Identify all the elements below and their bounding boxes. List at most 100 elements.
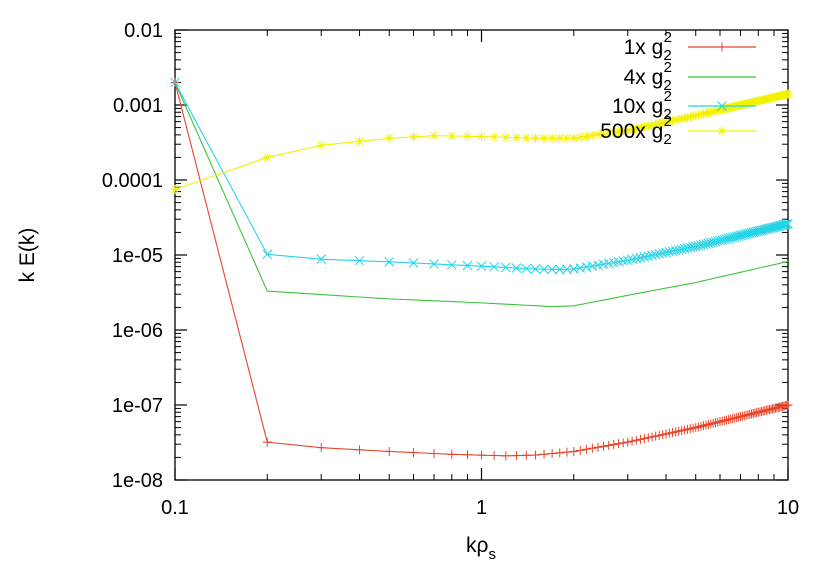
series-point-3	[547, 264, 557, 275]
axis-ticks: 0.01 0.001 0.0001 1e-05 1e-06 1e-07 1e-08 0.1 1 1…	[102, 20, 799, 519]
series-line-3	[174, 82, 789, 271]
series-point-4	[522, 134, 531, 142]
legend-label-sub: 2	[663, 131, 671, 148]
series-point-3	[679, 243, 690, 254]
legend-label-sup: 2	[664, 29, 672, 46]
y-tick-label: 1e-06	[112, 320, 163, 342]
series-point-3	[446, 259, 457, 270]
series-point-3	[650, 249, 661, 260]
legend-label-main: 10x g	[612, 95, 663, 118]
legend-label-sup: 2	[664, 113, 672, 130]
series-point-3	[676, 244, 687, 255]
legend-marker-4	[718, 127, 726, 135]
series-point-3	[721, 234, 732, 244]
legend-label-sub: 2	[663, 77, 671, 94]
series-point-3	[530, 264, 541, 274]
series-point-3	[664, 246, 675, 257]
y-tick-label: 1e-08	[112, 470, 163, 492]
series-point-3	[384, 257, 395, 267]
series-point-4	[463, 132, 472, 140]
series-point-3	[462, 260, 473, 271]
series-4	[170, 89, 793, 194]
legend-label-1: 1x g22	[624, 29, 672, 64]
legend-marker-3	[717, 101, 727, 111]
series-point-4	[677, 114, 686, 123]
series-point-4	[409, 133, 418, 141]
series-point-3	[776, 220, 787, 231]
series-point-3	[774, 221, 785, 231]
series-point-3	[773, 221, 784, 232]
series-point-3	[777, 220, 788, 231]
series-point-4	[599, 130, 608, 138]
series-point-3	[622, 255, 633, 266]
series-point-4	[512, 133, 521, 142]
series-point-3	[781, 219, 792, 230]
series-point-4	[171, 185, 179, 194]
series-point-3	[511, 263, 522, 273]
series-point-3	[780, 219, 791, 230]
legend-label-sub: 2	[663, 106, 671, 123]
series-1	[170, 77, 793, 461]
series-point-4	[671, 116, 680, 124]
series-point-3	[635, 252, 646, 263]
series-point-4	[263, 153, 271, 162]
y-tick-label: 0.001	[113, 95, 163, 117]
legend-label-2: 4x g22	[624, 59, 672, 94]
series-point-3	[539, 264, 549, 275]
series-point-4	[784, 90, 792, 98]
series-point-4	[556, 134, 564, 143]
series-point-3	[581, 262, 592, 272]
series-point-3	[631, 253, 642, 264]
series-point-3	[670, 245, 681, 256]
legend-label-4: 500x g22	[600, 113, 672, 148]
series-point-3	[779, 220, 789, 230]
series-point-3	[673, 245, 684, 255]
series-point-4	[385, 134, 393, 143]
series-point-3	[476, 261, 487, 272]
series-point-4	[604, 129, 613, 137]
y-axis-label: k E(k)	[16, 228, 39, 283]
series-line-4	[174, 93, 789, 190]
series-2	[174, 82, 789, 308]
series-point-3	[562, 264, 572, 275]
series-point-3	[731, 231, 742, 242]
series-point-4	[563, 134, 571, 143]
series-point-4	[588, 131, 597, 140]
legend-label-sup: 2	[664, 59, 672, 76]
legend-label-sup: 2	[664, 88, 672, 105]
x-tick-label: 10	[777, 497, 799, 519]
x-axis-label-main: kρ	[466, 534, 489, 557]
series-layer	[170, 77, 793, 461]
series-point-3	[725, 233, 736, 243]
series-point-3	[354, 255, 365, 266]
series-point-3	[654, 249, 665, 259]
series-point-3	[661, 247, 671, 258]
series-point-4	[683, 113, 692, 122]
series-point-3	[735, 230, 746, 241]
series-point-4	[490, 133, 498, 141]
series-point-4	[317, 141, 325, 150]
series-point-3	[729, 232, 740, 242]
series-point-3	[783, 219, 793, 229]
legend-label-main: 1x g	[624, 36, 664, 59]
legend-label-main: 500x g	[600, 120, 663, 143]
legend-label-3: 10x g22	[612, 88, 672, 123]
series-point-4	[477, 132, 486, 141]
x-axis-label: kρs	[466, 534, 496, 563]
series-point-3	[618, 256, 629, 266]
y-tick-label: 0.0001	[102, 170, 163, 192]
series-point-4	[614, 127, 623, 136]
series-point-3	[568, 264, 579, 274]
series-point-4	[355, 137, 364, 146]
series-3	[170, 77, 793, 275]
series-point-3	[554, 264, 565, 275]
x-tick-label: 0.1	[161, 497, 189, 519]
series-point-4	[540, 134, 548, 143]
series-point-3	[262, 249, 273, 260]
series-point-4	[674, 115, 683, 124]
x-axis-label-sub: s	[488, 546, 496, 563]
series-point-3	[667, 246, 678, 257]
x-tick-label: 1	[476, 497, 487, 519]
